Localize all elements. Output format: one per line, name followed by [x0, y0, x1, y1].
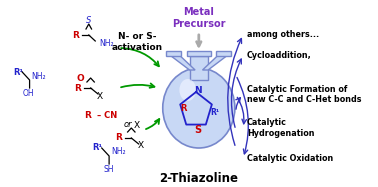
Text: – CN: – CN	[97, 111, 117, 119]
Text: among others...: among others...	[247, 30, 319, 39]
Text: S: S	[86, 16, 91, 24]
Text: NH₂: NH₂	[111, 148, 125, 157]
Text: Metal
Precursor: Metal Precursor	[172, 7, 226, 29]
Text: X: X	[134, 120, 140, 130]
Polygon shape	[203, 56, 226, 70]
Text: R: R	[72, 30, 79, 39]
Text: R: R	[84, 111, 91, 119]
Ellipse shape	[163, 68, 235, 148]
Text: R¹: R¹	[210, 108, 219, 117]
Text: Catalytic
Hydrogenation: Catalytic Hydrogenation	[247, 118, 314, 138]
Text: X: X	[138, 142, 144, 151]
Text: NH₂: NH₂	[31, 71, 46, 80]
Text: R¹: R¹	[13, 68, 23, 76]
Text: R¹: R¹	[93, 143, 102, 153]
Polygon shape	[216, 51, 231, 56]
Text: Catalytic Oxidation: Catalytic Oxidation	[247, 154, 333, 163]
Text: X: X	[97, 91, 103, 100]
Text: Catalytic Formation of
new C-C and C-Het bonds: Catalytic Formation of new C-C and C-Het…	[247, 85, 361, 104]
Text: R: R	[115, 134, 122, 142]
Text: or: or	[123, 119, 132, 128]
Text: SH: SH	[104, 165, 114, 174]
Ellipse shape	[180, 79, 196, 101]
Text: NH₂: NH₂	[99, 39, 113, 47]
Text: O: O	[77, 73, 84, 82]
Text: R: R	[74, 84, 81, 93]
Text: S: S	[194, 125, 201, 135]
Text: N: N	[194, 85, 202, 94]
Text: N- or S-
activation: N- or S- activation	[111, 32, 163, 52]
Text: R: R	[180, 103, 186, 113]
Polygon shape	[189, 56, 208, 80]
Text: OH: OH	[23, 88, 35, 97]
Text: 2-Thiazoline: 2-Thiazoline	[159, 171, 238, 185]
Polygon shape	[187, 51, 211, 56]
Polygon shape	[171, 56, 195, 70]
Text: Cycloaddition,: Cycloaddition,	[247, 51, 311, 60]
Polygon shape	[166, 51, 181, 56]
